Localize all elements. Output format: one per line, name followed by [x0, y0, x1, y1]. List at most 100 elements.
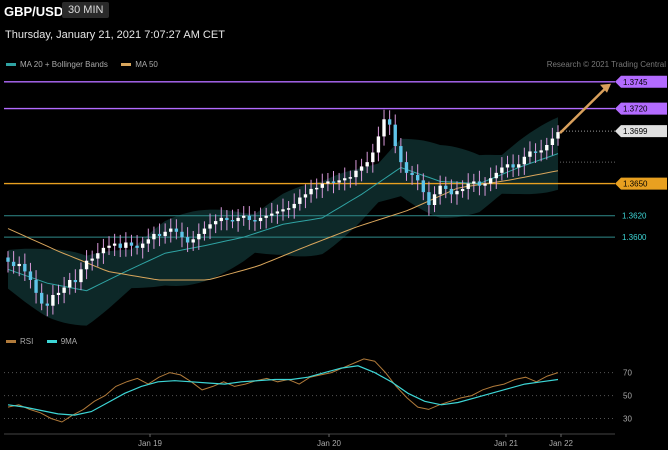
candle [79, 269, 83, 283]
candle [517, 164, 521, 168]
candle [528, 151, 532, 157]
symbol-title: GBP/USD [4, 4, 64, 19]
level-tag [615, 102, 667, 115]
x-tick-label: Jan 22 [549, 439, 574, 448]
candle [298, 197, 302, 204]
candle [320, 183, 324, 188]
candle [208, 224, 212, 229]
candle [112, 243, 117, 246]
candle [107, 245, 111, 248]
candle [399, 146, 403, 163]
legend-label-ma50: MA 50 [135, 60, 158, 69]
candle [449, 188, 454, 195]
candle [444, 185, 448, 189]
candle [270, 213, 274, 216]
candle [51, 295, 55, 306]
candle [258, 217, 263, 222]
rsi-legend: RSI 9MA [6, 337, 77, 346]
candle [135, 245, 139, 248]
candle [129, 242, 134, 246]
candle [90, 258, 94, 261]
candle [371, 152, 375, 163]
candle [343, 178, 347, 181]
candle [466, 183, 470, 189]
candle [281, 209, 285, 212]
candle [84, 260, 89, 270]
candle [421, 180, 425, 193]
candle [387, 119, 392, 125]
candle [247, 215, 252, 220]
candle [118, 243, 122, 248]
candle [376, 136, 381, 153]
candle [236, 217, 240, 222]
candle [11, 261, 16, 267]
candle [6, 257, 10, 262]
timestamp: Thursday, January 21, 2021 7:07:27 AM CE… [5, 29, 225, 41]
candle [511, 164, 515, 168]
candle [180, 231, 184, 238]
candle [522, 156, 527, 165]
timeframe-button[interactable]: 30 MIN [62, 2, 110, 18]
candle [152, 233, 156, 240]
projection-arrowhead [600, 83, 611, 93]
legend-swatch-rsi [6, 340, 16, 344]
candle [101, 247, 106, 254]
candle [28, 271, 33, 280]
candle [416, 175, 420, 181]
rsi-tick-label: 30 [623, 415, 632, 424]
candle [365, 162, 369, 167]
candle [141, 243, 145, 248]
current-price-tag [615, 125, 667, 138]
candle [410, 172, 414, 175]
rsi-tick-label: 50 [623, 392, 632, 401]
level-label: 1.3745 [623, 78, 648, 87]
legend-label-rsi: RSI [20, 337, 34, 346]
candle [62, 287, 66, 293]
candle [197, 233, 201, 240]
candle [56, 292, 61, 295]
rsi-line [7, 358, 559, 423]
level-label: 1.3720 [623, 105, 648, 114]
candle [23, 263, 27, 272]
candle [303, 194, 308, 198]
candle [242, 215, 246, 218]
candle [202, 228, 207, 234]
candle [157, 233, 162, 237]
candle [556, 132, 560, 139]
level-tag [615, 177, 667, 190]
candle [225, 217, 229, 220]
ma20-line [7, 153, 559, 292]
candle [309, 188, 313, 195]
candle [174, 228, 179, 232]
candle [354, 170, 358, 178]
candle [550, 138, 555, 145]
ma50-line [7, 170, 559, 281]
candle [382, 119, 386, 137]
level-tag [615, 75, 667, 88]
candle [533, 151, 538, 153]
candle [146, 239, 150, 244]
candle [427, 192, 431, 205]
legend-swatch-bollinger [6, 63, 16, 67]
candle [68, 280, 72, 288]
candle [539, 150, 543, 153]
candle [292, 203, 296, 209]
candle [191, 239, 195, 243]
candle [472, 181, 476, 184]
candle [73, 280, 78, 283]
candle [219, 217, 223, 222]
candle [438, 185, 442, 195]
candle [34, 280, 38, 293]
candle [359, 166, 364, 171]
candle [286, 208, 291, 210]
x-tick-label: Jan 20 [317, 439, 342, 448]
bollinger-band [8, 117, 558, 326]
candle [314, 187, 319, 190]
candle [393, 124, 397, 147]
candle [45, 303, 49, 306]
candle [483, 183, 487, 186]
candle [500, 167, 504, 173]
level-label: 1.3650 [623, 180, 648, 189]
candle [331, 181, 336, 183]
